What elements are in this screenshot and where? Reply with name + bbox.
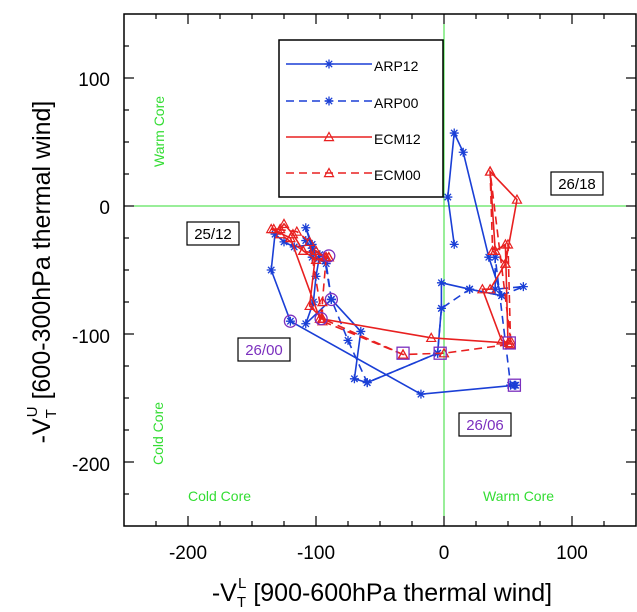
highlight-layer (283, 249, 522, 392)
annotation-box (186, 221, 240, 246)
data-point (301, 223, 311, 233)
time-marker-square (502, 336, 516, 350)
data-point (297, 245, 309, 255)
data-point (270, 229, 280, 239)
time-marker-square (396, 346, 410, 360)
data-point (316, 296, 328, 307)
data-point (349, 374, 359, 384)
legend-box (278, 39, 444, 198)
data-point (291, 225, 303, 236)
data-point (449, 128, 459, 138)
data-point (326, 294, 336, 304)
data-point (285, 316, 295, 326)
data-point (497, 291, 507, 301)
data-point (436, 303, 446, 313)
data-point (490, 284, 500, 294)
data-point (509, 380, 519, 390)
data-point (304, 236, 316, 247)
legend-swatch-marker (324, 96, 334, 106)
quadrant-label-lower-left: Cold Core (188, 488, 251, 504)
data-point (274, 228, 286, 239)
data-point (484, 252, 494, 262)
annotation-25-12: 25/12 (194, 226, 232, 243)
data-point (279, 237, 289, 247)
data-point (362, 378, 372, 388)
annotation-box (237, 337, 291, 362)
data-point (323, 251, 335, 262)
data-point (499, 257, 511, 268)
data-point (443, 192, 453, 202)
annotation-layer (186, 171, 604, 437)
data-point (449, 239, 459, 249)
legend-label-ecm12: ECM12 (374, 131, 421, 147)
time-marker-circle (283, 314, 298, 328)
x-tick-label: -200 (169, 543, 207, 564)
frame-layer (123, 13, 637, 527)
annotation-box (550, 171, 604, 196)
data-point (487, 245, 499, 255)
x-axis-title: -VTL [900-600hPa thermal wind] (212, 575, 552, 611)
data-point (316, 312, 328, 323)
data-point (425, 332, 437, 343)
data-point (266, 265, 276, 275)
x-tick-label: 0 (439, 543, 450, 564)
data-point (301, 236, 311, 246)
data-point (511, 193, 523, 204)
data-point (304, 300, 316, 311)
data-point (356, 326, 366, 336)
y-tick-label: 0 (99, 198, 110, 219)
data-point (458, 147, 468, 157)
legend: ARP12 ARP00 ECM12 ECM00 (278, 39, 444, 198)
time-marker-square (507, 378, 522, 392)
time-marker-square (433, 346, 447, 360)
data-point (436, 278, 446, 288)
annotation-box (458, 412, 512, 437)
data-point (274, 223, 286, 234)
data-point (397, 348, 409, 359)
legend-swatch-marker (323, 167, 335, 178)
data-point (484, 165, 496, 176)
data-point (343, 335, 353, 345)
data-point (310, 254, 322, 264)
x-tick-label: -100 (297, 543, 335, 564)
data-point (490, 252, 500, 262)
annotation-26-00: 26/00 (245, 342, 283, 359)
annotation-26-06: 26/06 (466, 417, 504, 434)
y-tick-label: 100 (78, 70, 110, 91)
data-point (518, 282, 528, 292)
data-point (484, 283, 496, 294)
data-point (465, 284, 475, 294)
annotation-26-18: 26/18 (558, 176, 596, 193)
time-marker-circle (314, 311, 328, 326)
legend-swatches (286, 59, 372, 178)
quadrant-label-upper-left: Warm Core (151, 96, 167, 167)
quadrant-label-lower-left-vertical: Cold Core (150, 402, 166, 465)
data-point (505, 334, 517, 345)
x-tick-label: 100 (556, 543, 588, 564)
data-point (502, 238, 514, 249)
time-marker-circle (324, 292, 339, 307)
legend-swatch-marker (323, 131, 335, 142)
y-axis-title: -VTU [600-300hPa thermal wind] (24, 101, 60, 444)
data-point (476, 283, 488, 294)
data-point (268, 223, 280, 234)
data-point (278, 218, 290, 229)
quadrant-label-lower-right: Warm Core (483, 488, 554, 504)
time-marker-circle (322, 249, 336, 263)
legend-label-arp00: ARP00 (374, 95, 419, 111)
legend-swatch-marker (324, 59, 334, 69)
legend-label-ecm00: ECM00 (374, 167, 421, 183)
y-tick-label: -200 (72, 455, 110, 476)
y-tick-label: -100 (72, 327, 110, 348)
legend-label-arp12: ARP12 (374, 58, 419, 74)
data-point (416, 389, 426, 399)
data-point (301, 319, 311, 329)
quadrant-layer (124, 14, 636, 526)
series-arp00 (301, 236, 528, 390)
